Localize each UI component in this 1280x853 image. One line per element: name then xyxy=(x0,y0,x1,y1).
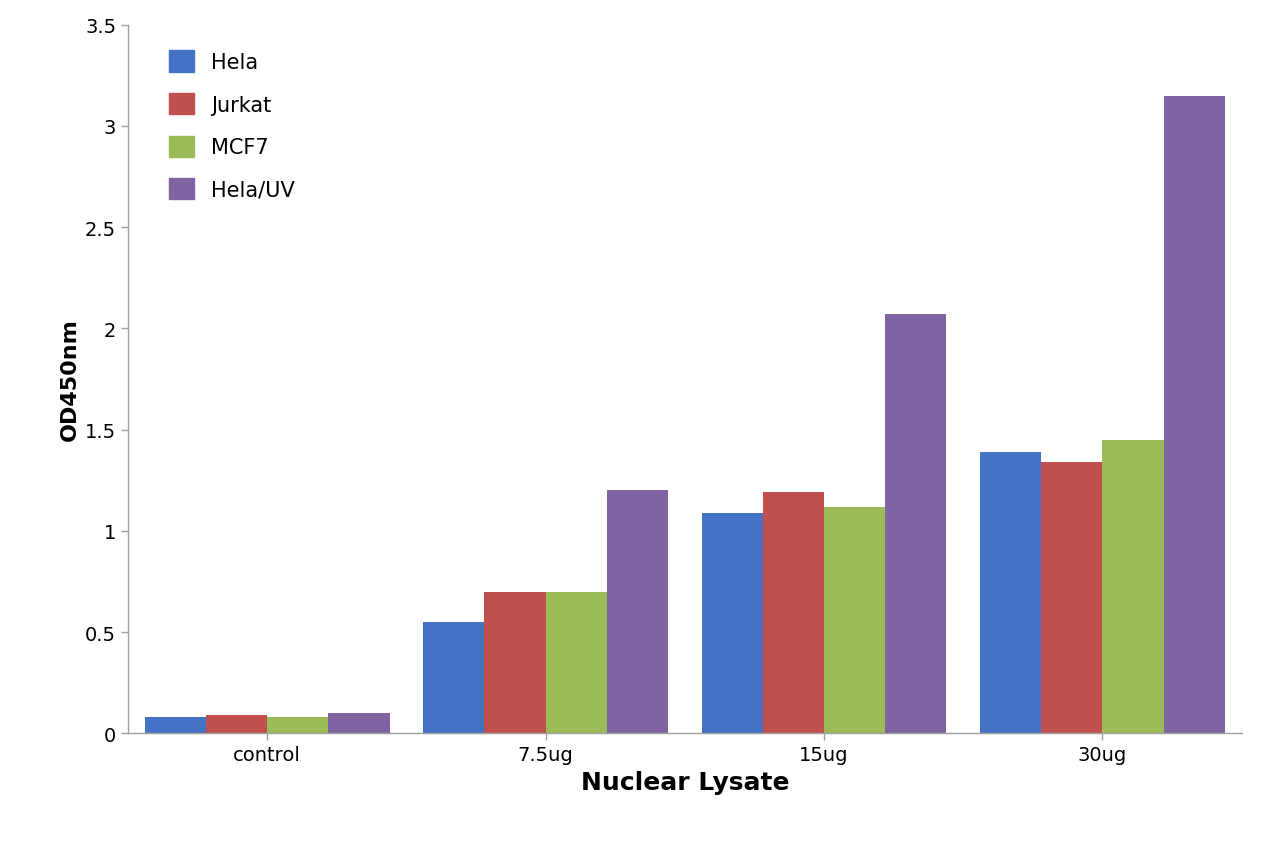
Bar xyxy=(484,592,545,734)
Bar xyxy=(763,493,824,734)
Bar xyxy=(145,717,206,734)
Bar xyxy=(886,315,946,734)
Legend: Hela, Jurkat, MCF7, Hela/UV: Hela, Jurkat, MCF7, Hela/UV xyxy=(161,43,303,209)
Bar xyxy=(545,592,607,734)
Bar xyxy=(1164,96,1225,734)
Bar xyxy=(1041,462,1102,734)
Y-axis label: OD450nm: OD450nm xyxy=(59,318,79,441)
Bar xyxy=(980,452,1041,734)
X-axis label: Nuclear Lysate: Nuclear Lysate xyxy=(581,770,788,794)
Bar xyxy=(206,716,268,734)
Bar xyxy=(824,507,886,734)
Bar xyxy=(329,713,389,734)
Bar xyxy=(701,514,763,734)
Bar xyxy=(607,490,668,734)
Bar xyxy=(424,623,484,734)
Bar xyxy=(1102,440,1164,734)
Bar xyxy=(268,717,329,734)
